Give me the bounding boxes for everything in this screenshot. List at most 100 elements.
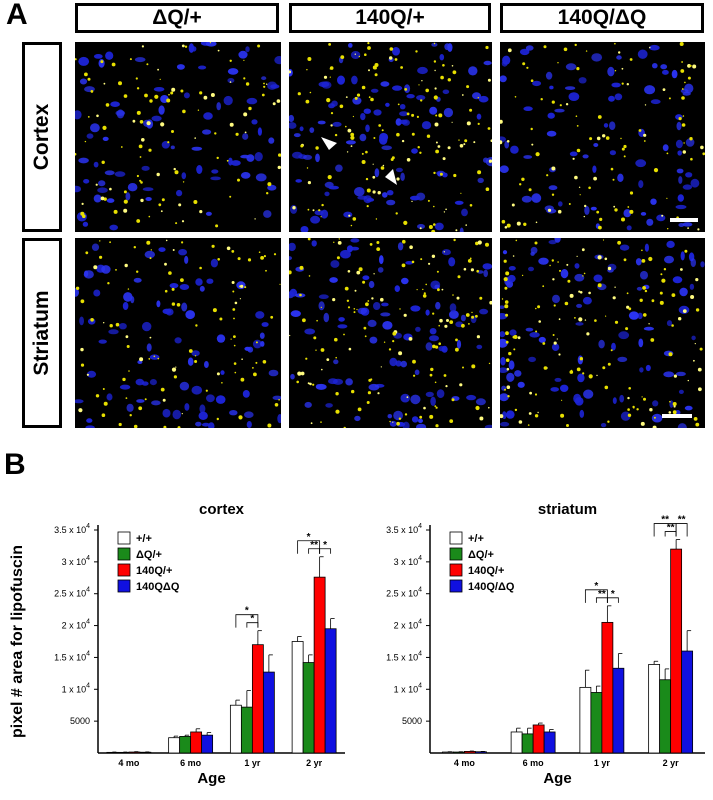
significance-label: ** bbox=[598, 589, 606, 600]
bar bbox=[590, 692, 603, 754]
bar bbox=[201, 734, 214, 754]
micrograph-striatum-140q-dq bbox=[500, 238, 705, 428]
significance-bracket: * bbox=[246, 614, 259, 628]
y-tick-label: 2 x 104 bbox=[394, 619, 423, 631]
significance-label: ** bbox=[310, 540, 318, 551]
bar bbox=[670, 548, 683, 754]
bar bbox=[463, 751, 476, 754]
arrowhead-markers bbox=[321, 137, 397, 185]
bar bbox=[291, 641, 304, 754]
significance-label: ** bbox=[661, 515, 669, 526]
micrograph-cortex-140q-dq bbox=[500, 42, 705, 232]
bar bbox=[240, 706, 253, 754]
panel-b-letter: B bbox=[4, 448, 26, 481]
bar bbox=[521, 733, 534, 754]
y-tick-label: 3.5 x 104 bbox=[54, 523, 90, 535]
bar bbox=[612, 667, 625, 754]
bar bbox=[579, 686, 592, 754]
legend-swatch bbox=[117, 531, 131, 545]
bar bbox=[106, 751, 119, 754]
significance-label: * bbox=[611, 589, 615, 600]
y-tick-label: 3.5 x 104 bbox=[386, 523, 422, 535]
significance-bracket: ** bbox=[675, 515, 688, 537]
micrograph-cortex-dq bbox=[75, 42, 281, 232]
bar bbox=[452, 751, 465, 754]
y-axis-label: pixel # area for lipofuscin bbox=[9, 545, 26, 738]
cortex-bar-chart: cortex 5000 1 x 104 1.5 x 104 2 x 104 2.5 x 1… bbox=[9, 501, 345, 787]
bar bbox=[229, 704, 242, 754]
arrowhead-icon bbox=[321, 137, 337, 150]
column-label-140q-dq: 140Q/ΔQ bbox=[500, 3, 704, 33]
bar bbox=[441, 751, 454, 754]
y-tick-label: 5000 bbox=[70, 716, 90, 726]
row-label-cortex: Cortex bbox=[22, 42, 62, 232]
scale-bar bbox=[662, 414, 692, 418]
cell-texture bbox=[289, 238, 492, 428]
striatum-bar-chart: striatum 5000 1 x 104 1.5 x 104 2 x 104 2.5 x… bbox=[386, 501, 705, 787]
scale-bar bbox=[670, 218, 698, 222]
legend-swatch bbox=[449, 563, 463, 577]
micrograph-striatum-dq bbox=[75, 238, 281, 428]
legend-label: ΔQ/+ bbox=[468, 549, 494, 561]
legend-swatch bbox=[117, 547, 131, 561]
bar bbox=[179, 736, 192, 754]
bar bbox=[128, 751, 141, 754]
arrowhead-icon bbox=[385, 169, 397, 185]
x-tick-label: 4 mo bbox=[454, 758, 476, 768]
cell-texture bbox=[289, 42, 492, 232]
cell-texture bbox=[75, 42, 281, 231]
legend-label: ΔQ/+ bbox=[136, 549, 162, 561]
significance-bracket: ** bbox=[595, 589, 608, 603]
bar bbox=[681, 650, 694, 754]
x-tick-label: 1 yr bbox=[244, 758, 261, 768]
x-tick-label: 6 mo bbox=[180, 758, 202, 768]
legend-swatch bbox=[117, 579, 131, 593]
legend-label: 140Q/ΔQ bbox=[468, 581, 515, 593]
x-tick-label: 4 mo bbox=[118, 758, 140, 768]
legend-label: 140Q/+ bbox=[136, 565, 172, 577]
row-label-striatum: Striatum bbox=[22, 238, 62, 428]
legend-label: +/+ bbox=[468, 533, 484, 545]
y-tick-label: 1 x 104 bbox=[394, 682, 423, 694]
bar bbox=[532, 724, 545, 754]
legend-swatch bbox=[117, 563, 131, 577]
x-axis-label: Age bbox=[197, 770, 225, 787]
legend-swatch bbox=[449, 547, 463, 561]
legend-swatch bbox=[449, 579, 463, 593]
y-tick-label: 5000 bbox=[402, 716, 422, 726]
bar bbox=[139, 751, 152, 754]
cell-texture bbox=[500, 238, 705, 428]
bar bbox=[190, 731, 203, 754]
micrograph-striatum-140q bbox=[289, 238, 492, 428]
bar bbox=[168, 737, 181, 754]
significance-label: ** bbox=[667, 523, 675, 534]
row-label-cortex-text: Cortex bbox=[30, 103, 53, 171]
bar bbox=[117, 751, 130, 754]
bar bbox=[251, 644, 264, 754]
chart-title: striatum bbox=[538, 501, 597, 518]
bar bbox=[302, 662, 315, 754]
y-tick-label: 2.5 x 104 bbox=[386, 587, 422, 599]
bar bbox=[601, 621, 614, 754]
x-tick-label: 2 yr bbox=[306, 758, 323, 768]
y-tick-label: 1 x 104 bbox=[62, 682, 91, 694]
significance-label: * bbox=[250, 614, 254, 625]
significance-label: * bbox=[594, 581, 598, 592]
bar bbox=[474, 751, 487, 754]
bar bbox=[262, 671, 275, 754]
significance-bracket: * bbox=[319, 540, 332, 554]
x-tick-label: 2 yr bbox=[663, 758, 680, 768]
y-tick-label: 1.5 x 104 bbox=[54, 650, 90, 662]
x-tick-label: 1 yr bbox=[594, 758, 611, 768]
y-tick-label: 1.5 x 104 bbox=[386, 650, 422, 662]
micrograph-cortex-140q bbox=[289, 42, 492, 232]
significance-bracket: * bbox=[584, 581, 608, 603]
y-tick-label: 3 x 104 bbox=[394, 555, 423, 567]
chart-title: cortex bbox=[199, 501, 245, 518]
bar bbox=[324, 628, 337, 754]
significance-label: ** bbox=[678, 515, 686, 526]
x-axis-label: Age bbox=[543, 770, 571, 787]
significance-bracket: ** bbox=[308, 540, 321, 554]
cell-texture bbox=[75, 239, 281, 428]
y-tick-label: 2 x 104 bbox=[62, 619, 91, 631]
